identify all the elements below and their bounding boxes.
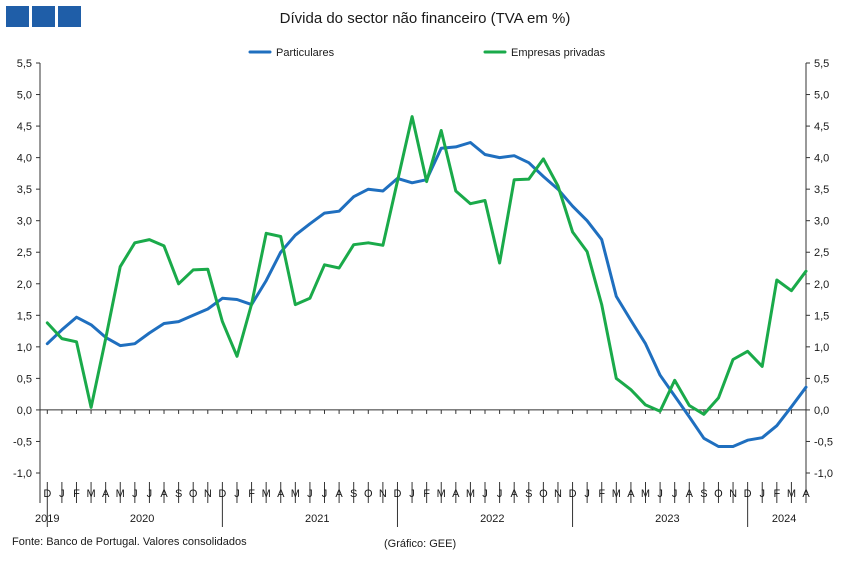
month-label: A: [511, 488, 519, 500]
month-label: D: [569, 488, 577, 500]
month-label: A: [277, 488, 285, 500]
month-label: J: [322, 488, 328, 500]
month-label: D: [393, 488, 401, 500]
y-tick-label-left: 0,5: [17, 373, 32, 385]
year-label: 2022: [480, 513, 504, 525]
month-label: A: [335, 488, 343, 500]
month-label: M: [612, 488, 621, 500]
month-label: D: [43, 488, 51, 500]
y-tick-label-right: 4,5: [814, 121, 829, 133]
y-tick-label-right: 4,0: [814, 153, 829, 165]
y-tick-label-right: 0,0: [814, 405, 829, 417]
month-label: F: [773, 488, 780, 500]
month-label: F: [248, 488, 255, 500]
y-tick-label-right: 2,0: [814, 279, 829, 291]
y-tick-label-right: -1,0: [814, 468, 833, 480]
month-label: M: [437, 488, 446, 500]
month-label: S: [350, 488, 357, 500]
month-label: O: [714, 488, 723, 500]
month-label: A: [627, 488, 635, 500]
month-label: A: [686, 488, 694, 500]
y-tick-label-right: 3,5: [814, 184, 829, 196]
month-label: S: [700, 488, 707, 500]
year-label: 2024: [772, 513, 796, 525]
month-label: J: [497, 488, 503, 500]
legend-label: Empresas privadas: [511, 47, 606, 59]
y-tick-label-right: 2,5: [814, 247, 829, 259]
month-label: O: [189, 488, 198, 500]
y-tick-label-left: 5,0: [17, 90, 32, 102]
y-tick-label-left: 1,5: [17, 310, 32, 322]
month-label: N: [204, 488, 212, 500]
y-tick-label-left: 4,5: [17, 121, 32, 133]
y-tick-label-right: 0,5: [814, 373, 829, 385]
month-label: A: [802, 488, 810, 500]
month-label: M: [86, 488, 95, 500]
y-tick-label-left: 4,0: [17, 153, 32, 165]
month-label: O: [539, 488, 548, 500]
month-label: J: [132, 488, 138, 500]
gee-logo-icon: [6, 6, 81, 27]
y-tick-label-left: 2,5: [17, 247, 32, 259]
y-tick-label-right: 1,5: [814, 310, 829, 322]
y-tick-label-left: 0,0: [17, 405, 32, 417]
y-tick-label-right: 5,5: [814, 58, 829, 70]
y-tick-label-left: -0,5: [13, 436, 32, 448]
source-note: Fonte: Banco de Portugal. Valores consol…: [12, 536, 247, 548]
series-line-particulares: [45, 141, 808, 448]
month-label: J: [482, 488, 488, 500]
month-label: J: [672, 488, 678, 500]
month-label: J: [657, 488, 663, 500]
month-label: M: [787, 488, 796, 500]
legend-label: Particulares: [276, 47, 335, 59]
y-tick-label-right: 3,0: [814, 216, 829, 228]
month-label: S: [175, 488, 182, 500]
month-label: J: [147, 488, 153, 500]
y-tick-label-left: 1,0: [17, 342, 32, 354]
month-label: J: [759, 488, 765, 500]
y-tick-label-right: 1,0: [814, 342, 829, 354]
month-label: N: [554, 488, 562, 500]
chart-title: Dívida do sector não financeiro (TVA em …: [279, 10, 571, 27]
month-label: O: [364, 488, 373, 500]
y-tick-label-left: -1,0: [13, 468, 32, 480]
month-label: F: [73, 488, 80, 500]
year-label: 2023: [655, 513, 679, 525]
month-label: A: [452, 488, 460, 500]
month-label: M: [641, 488, 650, 500]
year-label: 2021: [305, 513, 329, 525]
month-label: S: [525, 488, 532, 500]
credit-note: (Gráfico: GEE): [384, 538, 457, 550]
month-label: D: [218, 488, 226, 500]
month-label: A: [102, 488, 110, 500]
month-label: J: [584, 488, 590, 500]
month-label: A: [160, 488, 168, 500]
month-label: J: [307, 488, 313, 500]
month-label: J: [59, 488, 65, 500]
month-label: J: [409, 488, 415, 500]
y-tick-label-right: -0,5: [814, 436, 833, 448]
month-label: N: [729, 488, 737, 500]
y-tick-label-left: 5,5: [17, 58, 32, 70]
month-label: M: [291, 488, 300, 500]
month-label: D: [744, 488, 752, 500]
month-label: F: [598, 488, 605, 500]
month-label: M: [466, 488, 475, 500]
month-label: N: [379, 488, 387, 500]
y-tick-label-right: 5,0: [814, 90, 829, 102]
month-label: J: [234, 488, 240, 500]
y-tick-label-left: 3,0: [17, 216, 32, 228]
month-label: M: [116, 488, 125, 500]
y-tick-label-left: 2,0: [17, 279, 32, 291]
month-label: M: [262, 488, 271, 500]
y-tick-label-left: 3,5: [17, 184, 32, 196]
month-label: F: [423, 488, 430, 500]
series-line-empresas-privadas: [45, 115, 808, 416]
year-label: 2020: [130, 513, 154, 525]
